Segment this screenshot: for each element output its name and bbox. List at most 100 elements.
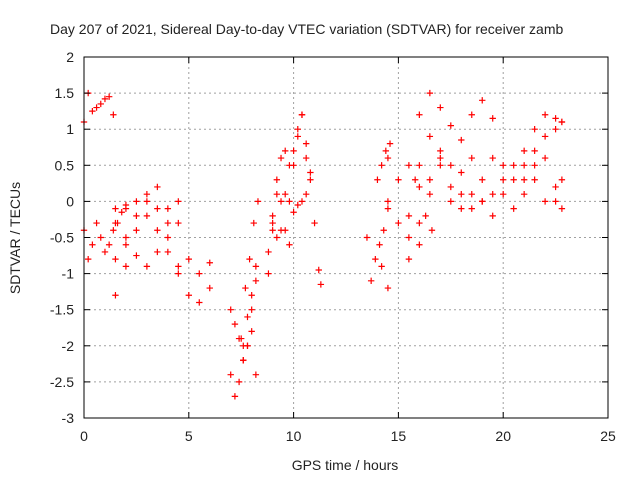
data-point xyxy=(405,162,413,169)
data-point xyxy=(143,190,151,198)
data-point xyxy=(97,100,104,108)
y-tick-label: -2.5 xyxy=(50,374,74,390)
data-point xyxy=(447,122,454,129)
data-point xyxy=(500,190,507,198)
data-point xyxy=(437,147,444,155)
series-midday-c xyxy=(269,176,293,248)
data-point xyxy=(143,263,151,270)
data-point xyxy=(374,176,381,183)
series-dip-c xyxy=(238,198,262,342)
data-point xyxy=(541,111,549,118)
data-point xyxy=(302,190,310,198)
data-point xyxy=(122,241,130,248)
data-point xyxy=(294,201,301,209)
series-dip-b xyxy=(227,306,260,378)
data-point xyxy=(531,176,538,183)
data-point xyxy=(558,176,566,183)
data-point xyxy=(246,255,253,263)
y-tick-label: -0.5 xyxy=(50,230,74,246)
data-point xyxy=(541,154,549,162)
data-point xyxy=(302,140,310,147)
data-point xyxy=(428,227,436,234)
data-point xyxy=(411,176,419,183)
data-point xyxy=(248,306,255,313)
data-point xyxy=(298,111,306,118)
data-point xyxy=(437,154,444,162)
x-axis-label: GPS time / hours xyxy=(292,457,399,473)
data-point xyxy=(520,162,528,169)
data-point xyxy=(479,97,486,104)
data-point xyxy=(426,133,434,140)
data-point xyxy=(458,190,465,198)
series-evening-drop xyxy=(411,162,436,234)
series-midday-a xyxy=(265,111,318,277)
data-point xyxy=(510,162,517,169)
data-point xyxy=(531,147,538,155)
data-point xyxy=(93,104,100,111)
data-point xyxy=(468,190,475,198)
data-point xyxy=(416,111,423,118)
data-point xyxy=(110,111,117,118)
data-point xyxy=(468,205,475,212)
data-point xyxy=(489,190,496,198)
data-point xyxy=(185,255,192,263)
data-point xyxy=(552,126,559,133)
series-evening-top xyxy=(405,89,496,169)
data-point xyxy=(252,277,260,285)
data-point xyxy=(290,209,297,216)
data-point xyxy=(154,205,161,212)
data-point xyxy=(282,190,289,198)
series-midday-d xyxy=(290,111,310,169)
chart-title: Day 207 of 2021, Sidereal Day-to-day VTE… xyxy=(50,21,563,37)
data-point xyxy=(133,198,140,205)
data-point xyxy=(531,162,538,169)
data-point xyxy=(395,176,402,183)
series-evening-mid-a xyxy=(384,133,566,241)
data-point xyxy=(273,176,281,183)
data-point xyxy=(164,234,172,241)
data-point xyxy=(227,306,234,313)
data-point xyxy=(244,342,251,349)
data-point xyxy=(206,284,213,292)
series-gap-return-a xyxy=(363,205,392,285)
data-point xyxy=(541,198,549,205)
data-point xyxy=(437,162,444,169)
data-point xyxy=(416,183,423,191)
data-point xyxy=(105,93,113,100)
data-point xyxy=(468,154,475,162)
data-point xyxy=(282,147,289,155)
data-point xyxy=(520,147,528,155)
data-point xyxy=(269,212,276,220)
data-point xyxy=(479,198,486,205)
data-point xyxy=(468,111,475,118)
grid xyxy=(84,57,608,418)
data-point xyxy=(101,95,109,103)
data-point xyxy=(196,270,203,277)
data-point xyxy=(164,205,172,212)
data-point xyxy=(286,198,293,205)
y-tick-label: -1 xyxy=(62,266,75,282)
data-point xyxy=(302,154,310,162)
data-point xyxy=(112,292,119,299)
data-point xyxy=(231,320,239,328)
data-point xyxy=(110,227,117,234)
data-point xyxy=(231,393,239,400)
series-midday-b xyxy=(265,176,314,256)
data-point xyxy=(97,234,104,241)
series-evening-low xyxy=(405,118,566,263)
data-point xyxy=(133,252,140,259)
data-point xyxy=(541,133,549,140)
data-point xyxy=(458,205,465,212)
data-point xyxy=(447,162,454,169)
data-point xyxy=(384,154,392,162)
data-point xyxy=(384,205,392,212)
series-early-low xyxy=(80,205,130,263)
data-point xyxy=(196,299,203,306)
series-gap-return-b xyxy=(374,140,394,183)
data-point xyxy=(294,133,301,140)
data-point xyxy=(265,270,272,277)
data-point xyxy=(248,292,255,299)
data-point xyxy=(290,147,297,155)
axis-ticks: -3-2.5-2-1.5-1-0.500.511.520 5 10 15 20 25 xyxy=(50,49,616,444)
